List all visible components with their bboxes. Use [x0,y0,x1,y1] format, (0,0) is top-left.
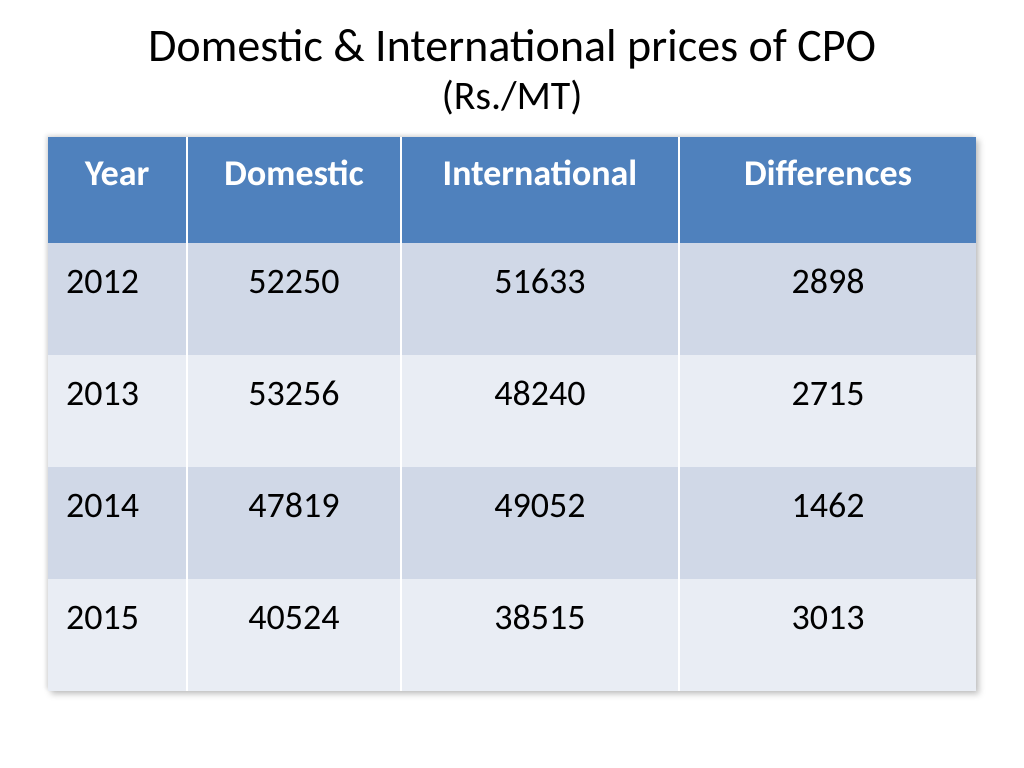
table-header-row: Year Domestic International Differences [48,137,976,243]
cell-international: 48240 [401,355,679,467]
cell-year: 2014 [48,467,187,579]
cell-domestic: 47819 [187,467,400,579]
table-row: 2014 47819 49052 1462 [48,467,976,579]
cell-domestic: 40524 [187,579,400,691]
table-row: 2015 40524 38515 3013 [48,579,976,691]
col-header-international: International [401,137,679,243]
table-row: 2012 52250 51633 2898 [48,243,976,355]
cell-domestic: 52250 [187,243,400,355]
cell-year: 2013 [48,355,187,467]
cell-international: 49052 [401,467,679,579]
cell-differences: 2715 [679,355,976,467]
cell-international: 38515 [401,579,679,691]
col-header-differences: Differences [679,137,976,243]
cell-differences: 3013 [679,579,976,691]
price-table: Year Domestic International Differences … [48,137,976,691]
cell-year: 2012 [48,243,187,355]
page-title: Domestic & International prices of CPO [48,20,976,73]
slide: Domestic & International prices of CPO (… [0,0,1024,768]
cell-year: 2015 [48,579,187,691]
table-row: 2013 53256 48240 2715 [48,355,976,467]
cell-differences: 2898 [679,243,976,355]
cell-domestic: 53256 [187,355,400,467]
title-block: Domestic & International prices of CPO (… [48,20,976,119]
cell-differences: 1462 [679,467,976,579]
page-subtitle: (Rs./MT) [48,73,976,119]
col-header-domestic: Domestic [187,137,400,243]
cell-international: 51633 [401,243,679,355]
price-table-wrap: Year Domestic International Differences … [48,137,976,691]
col-header-year: Year [48,137,187,243]
